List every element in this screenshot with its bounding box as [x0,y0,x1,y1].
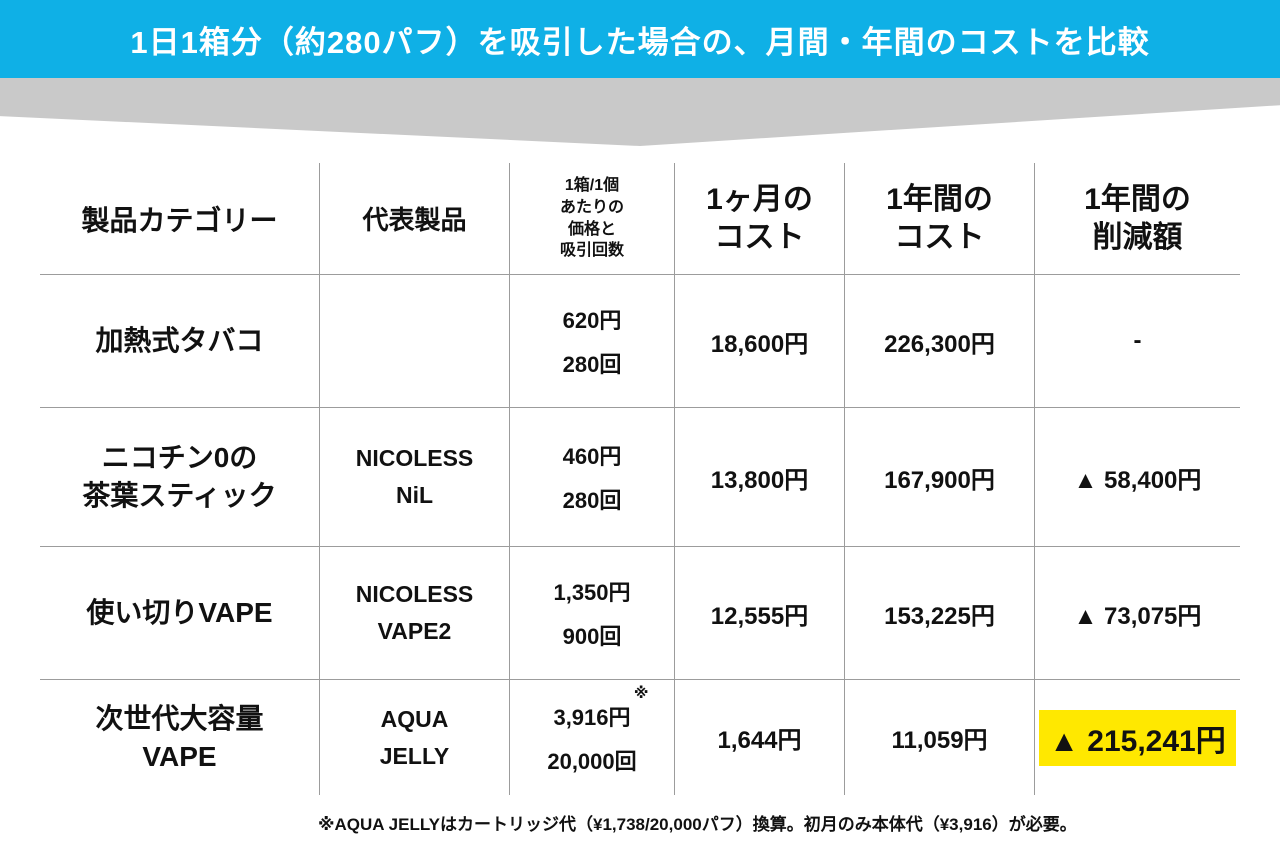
table-row-3-price: 1,350円 900回 [510,547,675,680]
table-row-4-price: ※ 3,916円 20,000回 [510,680,675,795]
cost-comparison-table: 製品カテゴリー 代表製品 1箱/1個 あたりの 価格と 吸引回数 1ヶ月の コス… [40,163,1240,795]
yearly-cost-value: 226,300円 [884,330,995,358]
table-row-4-yearly: 11,059円 [845,680,1035,795]
product-label: AQUA JELLY [379,705,450,769]
table-row-2-monthly: 13,800円 [675,408,845,547]
table-row-4-product: AQUA JELLY [320,680,510,795]
header-price-label: 1箱/1個 あたりの 価格と 吸引回数 [559,177,624,260]
price-value: 3,916円 [553,704,631,730]
header-category-label: 製品カテゴリー [81,204,278,236]
monthly-cost-value: 1,644円 [717,727,802,754]
puffs-value: 280回 [562,352,622,377]
category-label: 次世代大容量 VAPE [95,702,264,772]
product-label: NICOLESS NiL [355,445,474,508]
table-row-2-yearly: 167,900円 [845,408,1035,547]
page-title: 1日1箱分（約280パフ）を吸引した場合の、月間・年間のコストを比較 [130,24,1150,60]
table-row-2-price: 460円 280回 [510,408,675,547]
table-row-1-savings: - [1035,275,1240,408]
price-value: 1,350円 [553,580,631,605]
savings-value: - [1133,327,1142,354]
monthly-cost-value: 12,555円 [710,602,809,630]
table-row-3-product: NICOLESS VAPE2 [320,547,510,680]
table-row-2-savings: ▲ 58,400円 [1035,408,1240,547]
table-row-3-yearly: 153,225円 [845,547,1035,680]
header-yearly-cost-label: 1年間の コスト [886,183,993,254]
table-row-1-price: 620円 280回 [510,275,675,408]
table-row-2-category: ニコチン0の 茶葉スティック [40,408,320,547]
monthly-cost-value: 18,600円 [710,330,809,358]
category-label: 加熱式タバコ [95,325,264,357]
header-monthly-cost-label: 1ヶ月の コスト [706,183,813,254]
header-category: 製品カテゴリー [40,163,320,275]
table-row-1-yearly: 226,300円 [845,275,1035,408]
header-product-label: 代表製品 [362,205,467,235]
category-label: 使い切りVAPE [86,597,273,629]
category-label: ニコチン0の 茶葉スティック [82,442,277,511]
table-row-1-category: 加熱式タバコ [40,275,320,408]
title-banner: 1日1箱分（約280パフ）を吸引した場合の、月間・年間のコストを比較 [0,0,1280,78]
yearly-cost-value: 153,225円 [884,602,995,630]
product-label: NICOLESS VAPE2 [355,581,474,644]
header-yearly-cost: 1年間の コスト [845,163,1035,275]
chevron-decorative-band [0,78,1280,146]
price-value: 620円 [562,308,622,333]
savings-value-highlighted: ▲ 215,241円 [1039,709,1236,766]
table-row-3-savings: ▲ 73,075円 [1035,547,1240,680]
yearly-cost-value: 167,900円 [884,466,995,494]
header-product: 代表製品 [320,163,510,275]
table-row-3-category: 使い切りVAPE [40,547,320,680]
header-price: 1箱/1個 あたりの 価格と 吸引回数 [510,163,675,275]
puffs-value: 20,000回 [547,748,637,774]
header-monthly-cost: 1ヶ月の コスト [675,163,845,275]
yearly-cost-value: 11,059円 [891,727,988,754]
price-value-with-note: ※ 3,916円 [553,685,648,732]
asterisk-note-mark: ※ [633,684,649,702]
savings-value: ▲ 58,400円 [1073,466,1202,494]
table-row-2-product: NICOLESS NiL [320,408,510,547]
price-value: 460円 [562,444,622,469]
table-row-4-savings: ▲ 215,241円 [1035,680,1240,795]
monthly-cost-value: 13,800円 [710,466,809,494]
header-yearly-savings-label: 1年間の 削減額 [1084,183,1191,254]
table-row-1-monthly: 18,600円 [675,275,845,408]
footnote-text: ※AQUA JELLYはカートリッジ代（¥1,738/20,000パフ）換算。初… [318,815,1077,834]
table-row-3-monthly: 12,555円 [675,547,845,680]
table-row-4-category: 次世代大容量 VAPE [40,680,320,795]
puffs-value: 900回 [562,624,622,649]
savings-value: ▲ 73,075円 [1073,602,1202,630]
table-row-1-product [320,275,510,408]
table-row-4-monthly: 1,644円 [675,680,845,795]
puffs-value: 280回 [562,488,622,513]
header-yearly-savings: 1年間の 削減額 [1035,163,1240,275]
